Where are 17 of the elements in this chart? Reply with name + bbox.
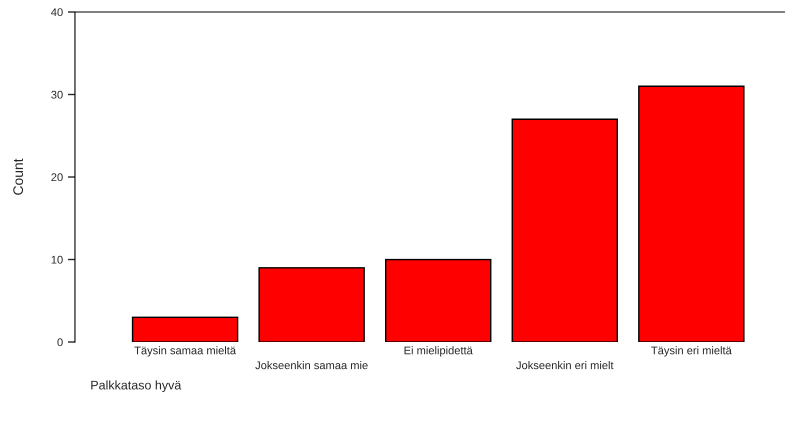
bar [132, 316, 238, 342]
x-tick-label: Ei mielipidettä [404, 346, 473, 357]
x-tick-label: Jokseenkin samaa mie [255, 361, 368, 370]
y-tick-label: 20 [51, 173, 63, 182]
y-tick-label: 0 [57, 338, 63, 346]
x-tick-label: Täysin eri mieltä [651, 346, 732, 357]
bar [384, 258, 492, 342]
bar [512, 118, 618, 342]
y-tick-label: 10 [52, 256, 63, 264]
bar [258, 267, 365, 342]
x-tick-label: Täysin samaa mieltä [134, 346, 236, 357]
x-tick-label: Jokseenkin eri mielt [516, 361, 614, 370]
y-tick-label: 40 [51, 8, 63, 16]
y-tick-label: 30 [51, 90, 63, 99]
bar [638, 86, 745, 342]
y-axis-title: Count [13, 158, 24, 195]
x-axis-title: Palkkataso hyvä [91, 380, 182, 392]
